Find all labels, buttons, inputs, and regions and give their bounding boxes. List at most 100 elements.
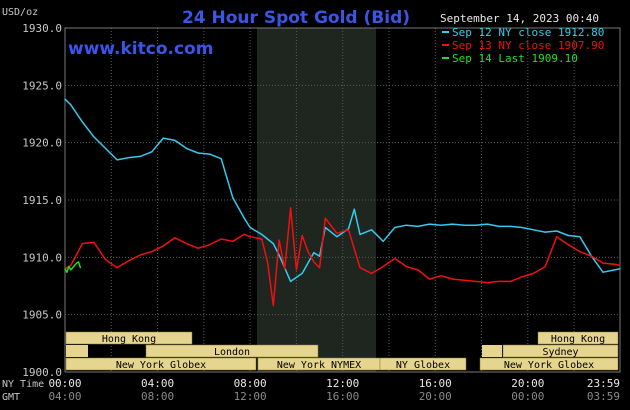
series-1-point (301, 272, 303, 274)
series-2-point (290, 207, 292, 209)
series-1-point (290, 280, 292, 283)
series-2-point (272, 304, 274, 307)
series-1-point (243, 217, 245, 219)
series-1-point (128, 156, 130, 159)
series-2-point (301, 234, 303, 237)
price-lines (64, 98, 621, 307)
watermark: www.kitco.com (68, 39, 213, 59)
series-1-point (318, 255, 321, 257)
series-1-point (278, 254, 280, 256)
series-3-point (75, 262, 78, 264)
series-1-point (220, 158, 222, 160)
series-1-point (382, 240, 384, 242)
series-2-point (417, 269, 419, 271)
series-1-point (567, 234, 569, 237)
series-2-point (261, 238, 263, 240)
series-2-point (220, 238, 222, 240)
series-1-point (533, 229, 535, 231)
series-2-point (81, 242, 83, 245)
series-2-point (128, 260, 130, 262)
session-band-filler (66, 345, 88, 357)
series-1-point (452, 223, 454, 225)
series-1-point (521, 226, 523, 229)
x-tick-gmt: 04:00 (48, 390, 81, 403)
series-2-point (544, 265, 546, 268)
timestamp: September 14, 2023 00:40 (440, 12, 599, 25)
series-1-point (93, 136, 95, 138)
series-2-point (579, 251, 581, 253)
x-tick-gmt: 03:59 (587, 390, 620, 403)
session-label: Sydney (542, 347, 578, 358)
series-1-point (475, 224, 477, 226)
series-line-2 (64, 207, 621, 307)
series-2-point (347, 229, 350, 231)
legend-entry: Sep 14 Last 1909.10 (452, 52, 578, 65)
series-1-point (162, 137, 164, 139)
series-2-point (567, 244, 569, 246)
series-2-point (313, 261, 315, 263)
x-tick-gmt: 00:00 (511, 390, 544, 403)
series-3-point (70, 269, 72, 271)
session-label: Hong Kong (102, 334, 156, 345)
session-label: NY Globex (396, 360, 450, 371)
series-2-point (232, 240, 234, 242)
session-label: New York NYMEX (277, 360, 361, 371)
series-1-point (556, 230, 558, 232)
series-1-point (209, 153, 211, 155)
series-2-point (382, 265, 384, 268)
series-3-point (64, 268, 66, 270)
unit-label: USD/oz (2, 7, 38, 18)
session-band (65, 357, 257, 371)
series-2-point (295, 269, 298, 271)
legend-entry: Sep 12 NY close 1912.80 (452, 26, 604, 39)
y-tick-label: 1900.0 (22, 366, 62, 379)
y-axis-ticks: 1930.0 1925.0 1920.0 1915.0 1910.0 1905.0 1900… (22, 22, 62, 379)
series-1-point (359, 233, 361, 235)
series-2-point (614, 263, 616, 265)
session-label: Hong Kong (551, 334, 605, 345)
x-tick-gmt: 16:00 (326, 390, 359, 403)
series-1-point (544, 231, 546, 233)
series-2-point (185, 242, 188, 245)
series-2-point (243, 233, 245, 235)
series-2-point (498, 280, 500, 283)
series-2-point (452, 278, 454, 280)
series-2-point (151, 251, 153, 253)
series-2-point (336, 232, 338, 234)
series-2-point (509, 280, 512, 283)
session-band (379, 357, 467, 371)
series-1-point (619, 268, 621, 270)
series-1-point (353, 208, 355, 210)
series-2-point (371, 272, 373, 274)
series-2-point (278, 239, 280, 241)
series-2-point (521, 276, 523, 278)
y-tick-label: 1905.0 (22, 309, 62, 322)
series-1-point (614, 269, 616, 271)
series-1-point (313, 252, 315, 254)
series-1-point (197, 152, 199, 154)
x-axis-row-label-gmt: GMT (2, 392, 20, 403)
series-2-point (139, 254, 141, 256)
series-2-point (463, 279, 465, 281)
series-1-point (104, 147, 107, 149)
chart-title: 24 Hour Spot Gold (Bid) (182, 8, 410, 28)
series-1-point (336, 236, 338, 238)
series-1-point (81, 121, 83, 123)
series-1-point (463, 224, 465, 226)
series-3-point (74, 264, 76, 266)
x-tick-gmt: 08:00 (141, 390, 174, 403)
series-2-point (284, 268, 286, 270)
x-tick-gmt: 20:00 (419, 390, 452, 403)
series-2-point (405, 265, 407, 268)
series-1-point (272, 242, 274, 245)
plot-frame (64, 27, 621, 373)
series-2-point (104, 259, 107, 261)
series-1-point (116, 159, 118, 161)
series-2-point (590, 255, 593, 257)
series-2-point (619, 264, 621, 266)
series-1-point (440, 224, 442, 226)
series-2-point (556, 236, 558, 238)
y-tick-label: 1915.0 (22, 194, 62, 207)
